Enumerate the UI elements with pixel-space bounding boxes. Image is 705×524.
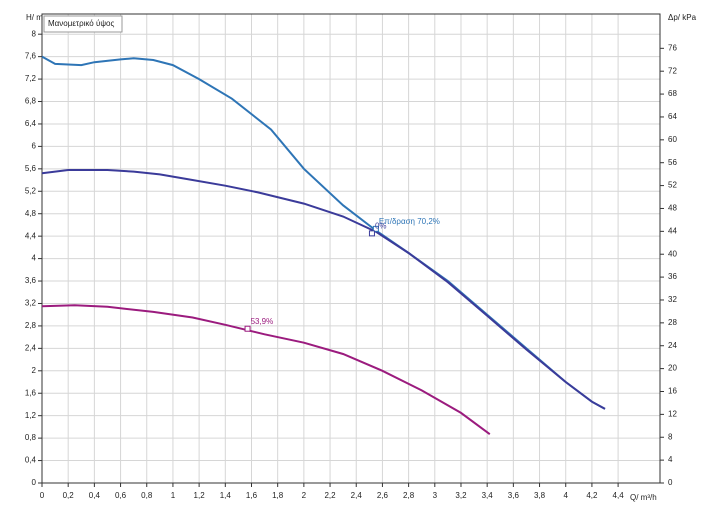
y2-tick-label: 64: [668, 112, 677, 121]
x-tick-label: 0,4: [89, 491, 101, 500]
y2-tick-label: 16: [668, 387, 677, 396]
y2-tick-label: 12: [668, 409, 677, 418]
x-tick-label: 1,2: [194, 491, 206, 500]
y2-tick-label: 24: [668, 341, 677, 350]
annotation-label: 53,9%: [251, 317, 274, 326]
y2-tick-label: 60: [668, 135, 677, 144]
y-tick-label: 5,2: [25, 186, 37, 195]
x-tick-label: 3,8: [534, 491, 546, 500]
x-tick-label: 0,8: [141, 491, 153, 500]
y2-tick-label: 32: [668, 295, 677, 304]
y-tick-label: 4,4: [25, 231, 37, 240]
x-tick-label: 1: [171, 491, 176, 500]
y-tick-label: 2,4: [25, 343, 37, 352]
y-tick-label: 7,6: [25, 52, 37, 61]
y-tick-label: 1,6: [25, 388, 37, 397]
y2-tick-label: 20: [668, 364, 677, 373]
y2-tick-label: 68: [668, 89, 677, 98]
annotation-marker: [368, 230, 375, 237]
y2-tick-label: 36: [668, 272, 677, 281]
plot-frame: [41, 13, 661, 484]
title-box: [43, 15, 123, 33]
annotation-marker: [244, 325, 251, 332]
y2-tick-label: 4: [668, 455, 673, 464]
x-tick-label: 1,6: [246, 491, 258, 500]
y-tick-label: 8: [32, 29, 37, 38]
x-tick-label: 1,4: [220, 491, 232, 500]
x-tick-label: 2: [302, 491, 307, 500]
x-tick-label: 2,6: [377, 491, 389, 500]
y-tick-label: 0: [32, 478, 37, 487]
y-tick-label: 4,8: [25, 209, 37, 218]
x-tick-label: 0: [40, 491, 45, 500]
curve: [41, 304, 491, 436]
y2-tick-label: 56: [668, 158, 677, 167]
curve: [41, 169, 606, 410]
y2-tick-label: 44: [668, 226, 677, 235]
y-tick-label: 0,8: [25, 433, 37, 442]
x-tick-label: 2,8: [403, 491, 415, 500]
y2-tick-label: 40: [668, 249, 677, 258]
x-tick-label: 0,2: [63, 491, 75, 500]
annotation-label: Επ/δραση 70,2%: [379, 217, 440, 226]
y-tick-label: 3,6: [25, 276, 37, 285]
y2-tick-label: 8: [668, 432, 673, 441]
y-axis-label: H/ m: [26, 13, 43, 22]
y2-axis-label: Δp/ kPa: [668, 13, 697, 22]
x-tick-label: 3: [433, 491, 438, 500]
y2-tick-label: 0: [668, 478, 673, 487]
y-tick-label: 5,6: [25, 164, 37, 173]
x-tick-label: 3,4: [482, 491, 494, 500]
y-tick-label: 4: [32, 254, 37, 263]
y-tick-label: 6: [32, 142, 37, 151]
y2-tick-label: 28: [668, 318, 677, 327]
x-tick-label: 3,6: [508, 491, 520, 500]
x-tick-label: 3,2: [455, 491, 467, 500]
y-tick-label: 2: [32, 366, 37, 375]
y-tick-label: 1,2: [25, 411, 37, 420]
curve: [41, 55, 606, 410]
y-tick-label: 3,2: [25, 299, 37, 308]
y2-tick-label: 52: [668, 181, 677, 190]
x-tick-label: 4: [564, 491, 569, 500]
y2-tick-label: 72: [668, 66, 677, 75]
grid: [41, 14, 660, 484]
x-tick-label: 1,8: [272, 491, 284, 500]
y2-tick-label: 76: [668, 43, 677, 52]
chart-title: Μανομετρικό ύψος: [48, 19, 115, 28]
y-tick-label: 6,8: [25, 97, 37, 106]
y-tick-label: 0,4: [25, 456, 37, 465]
x-tick-label: 4,2: [586, 491, 598, 500]
y2-tick-label: 48: [668, 204, 677, 213]
annotation-marker: [372, 225, 379, 232]
x-tick-label: 2,2: [324, 491, 336, 500]
y-tick-label: 2,8: [25, 321, 37, 330]
x-tick-label: 4,4: [613, 491, 625, 500]
annotation-label: 0%: [375, 221, 387, 230]
x-tick-label: 0,6: [115, 491, 127, 500]
x-tick-label: 2,4: [351, 491, 363, 500]
x-axis-label: Q/ m³/h: [630, 493, 657, 502]
y-tick-label: 6,4: [25, 119, 37, 128]
y-tick-label: 7,2: [25, 74, 37, 83]
